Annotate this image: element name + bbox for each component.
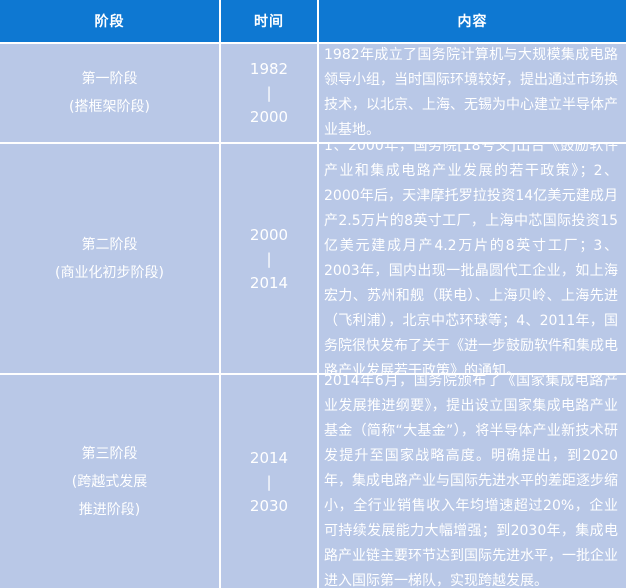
content-text: 1、2000年，国务院[18号文]出台《鼓励软件产业和集成电路产业发展的若干政策… <box>324 144 618 373</box>
time-start: 2014 <box>249 448 289 467</box>
time-cell-row2: 2000 | 2014 <box>221 144 317 373</box>
stage-subtitle-line2: 推进阶段) <box>78 501 141 518</box>
time-separator: | <box>266 472 272 491</box>
content-cell-row1: 1982年成立了国务院计算机与大规模集成电路领导小组，当时国际环境较好，提出通过… <box>319 44 626 142</box>
stage-name: 第一阶段 <box>81 71 138 87</box>
time-end: 2014 <box>249 273 289 292</box>
time-separator: | <box>266 84 272 102</box>
stage-name: 第二阶段 <box>81 236 138 253</box>
column-header-content: 内容 <box>319 0 626 42</box>
column-header-time: 时间 <box>221 0 317 42</box>
time-start: 1982 <box>249 60 289 78</box>
stage-cell-row2: 第二阶段 (商业化初步阶段) <box>0 144 219 373</box>
time-end: 2030 <box>249 496 289 515</box>
stage-cell-row1: 第一阶段 (搭框架阶段) <box>0 44 219 142</box>
stage-name: 第三阶段 <box>81 445 138 462</box>
time-end: 2000 <box>249 108 289 126</box>
time-start: 2000 <box>249 225 289 244</box>
stage-subtitle: (搭框架阶段) <box>69 99 150 115</box>
content-text: 1982年成立了国务院计算机与大规模集成电路领导小组，当时国际环境较好，提出通过… <box>324 47 618 138</box>
time-cell-row1: 1982 | 2000 <box>221 44 317 142</box>
content-cell-row2: 1、2000年，国务院[18号文]出台《鼓励软件产业和集成电路产业发展的若干政策… <box>319 144 626 373</box>
stage-subtitle: (商业化初步阶段) <box>55 264 164 281</box>
content-cell-row3: 2014年6月，国务院颁布了《国家集成电路产业发展推进纲要》，提出设立国家集成电… <box>319 375 626 588</box>
time-cell-row3: 2014 | 2030 <box>221 375 317 588</box>
time-separator: | <box>266 249 272 268</box>
column-header-stage: 阶段 <box>0 0 219 42</box>
stage-subtitle: (跨越式发展 <box>71 473 148 490</box>
content-text: 2014年6月，国务院颁布了《国家集成电路产业发展推进纲要》，提出设立国家集成电… <box>324 375 618 588</box>
stage-cell-row3: 第三阶段 (跨越式发展 推进阶段) <box>0 375 219 588</box>
